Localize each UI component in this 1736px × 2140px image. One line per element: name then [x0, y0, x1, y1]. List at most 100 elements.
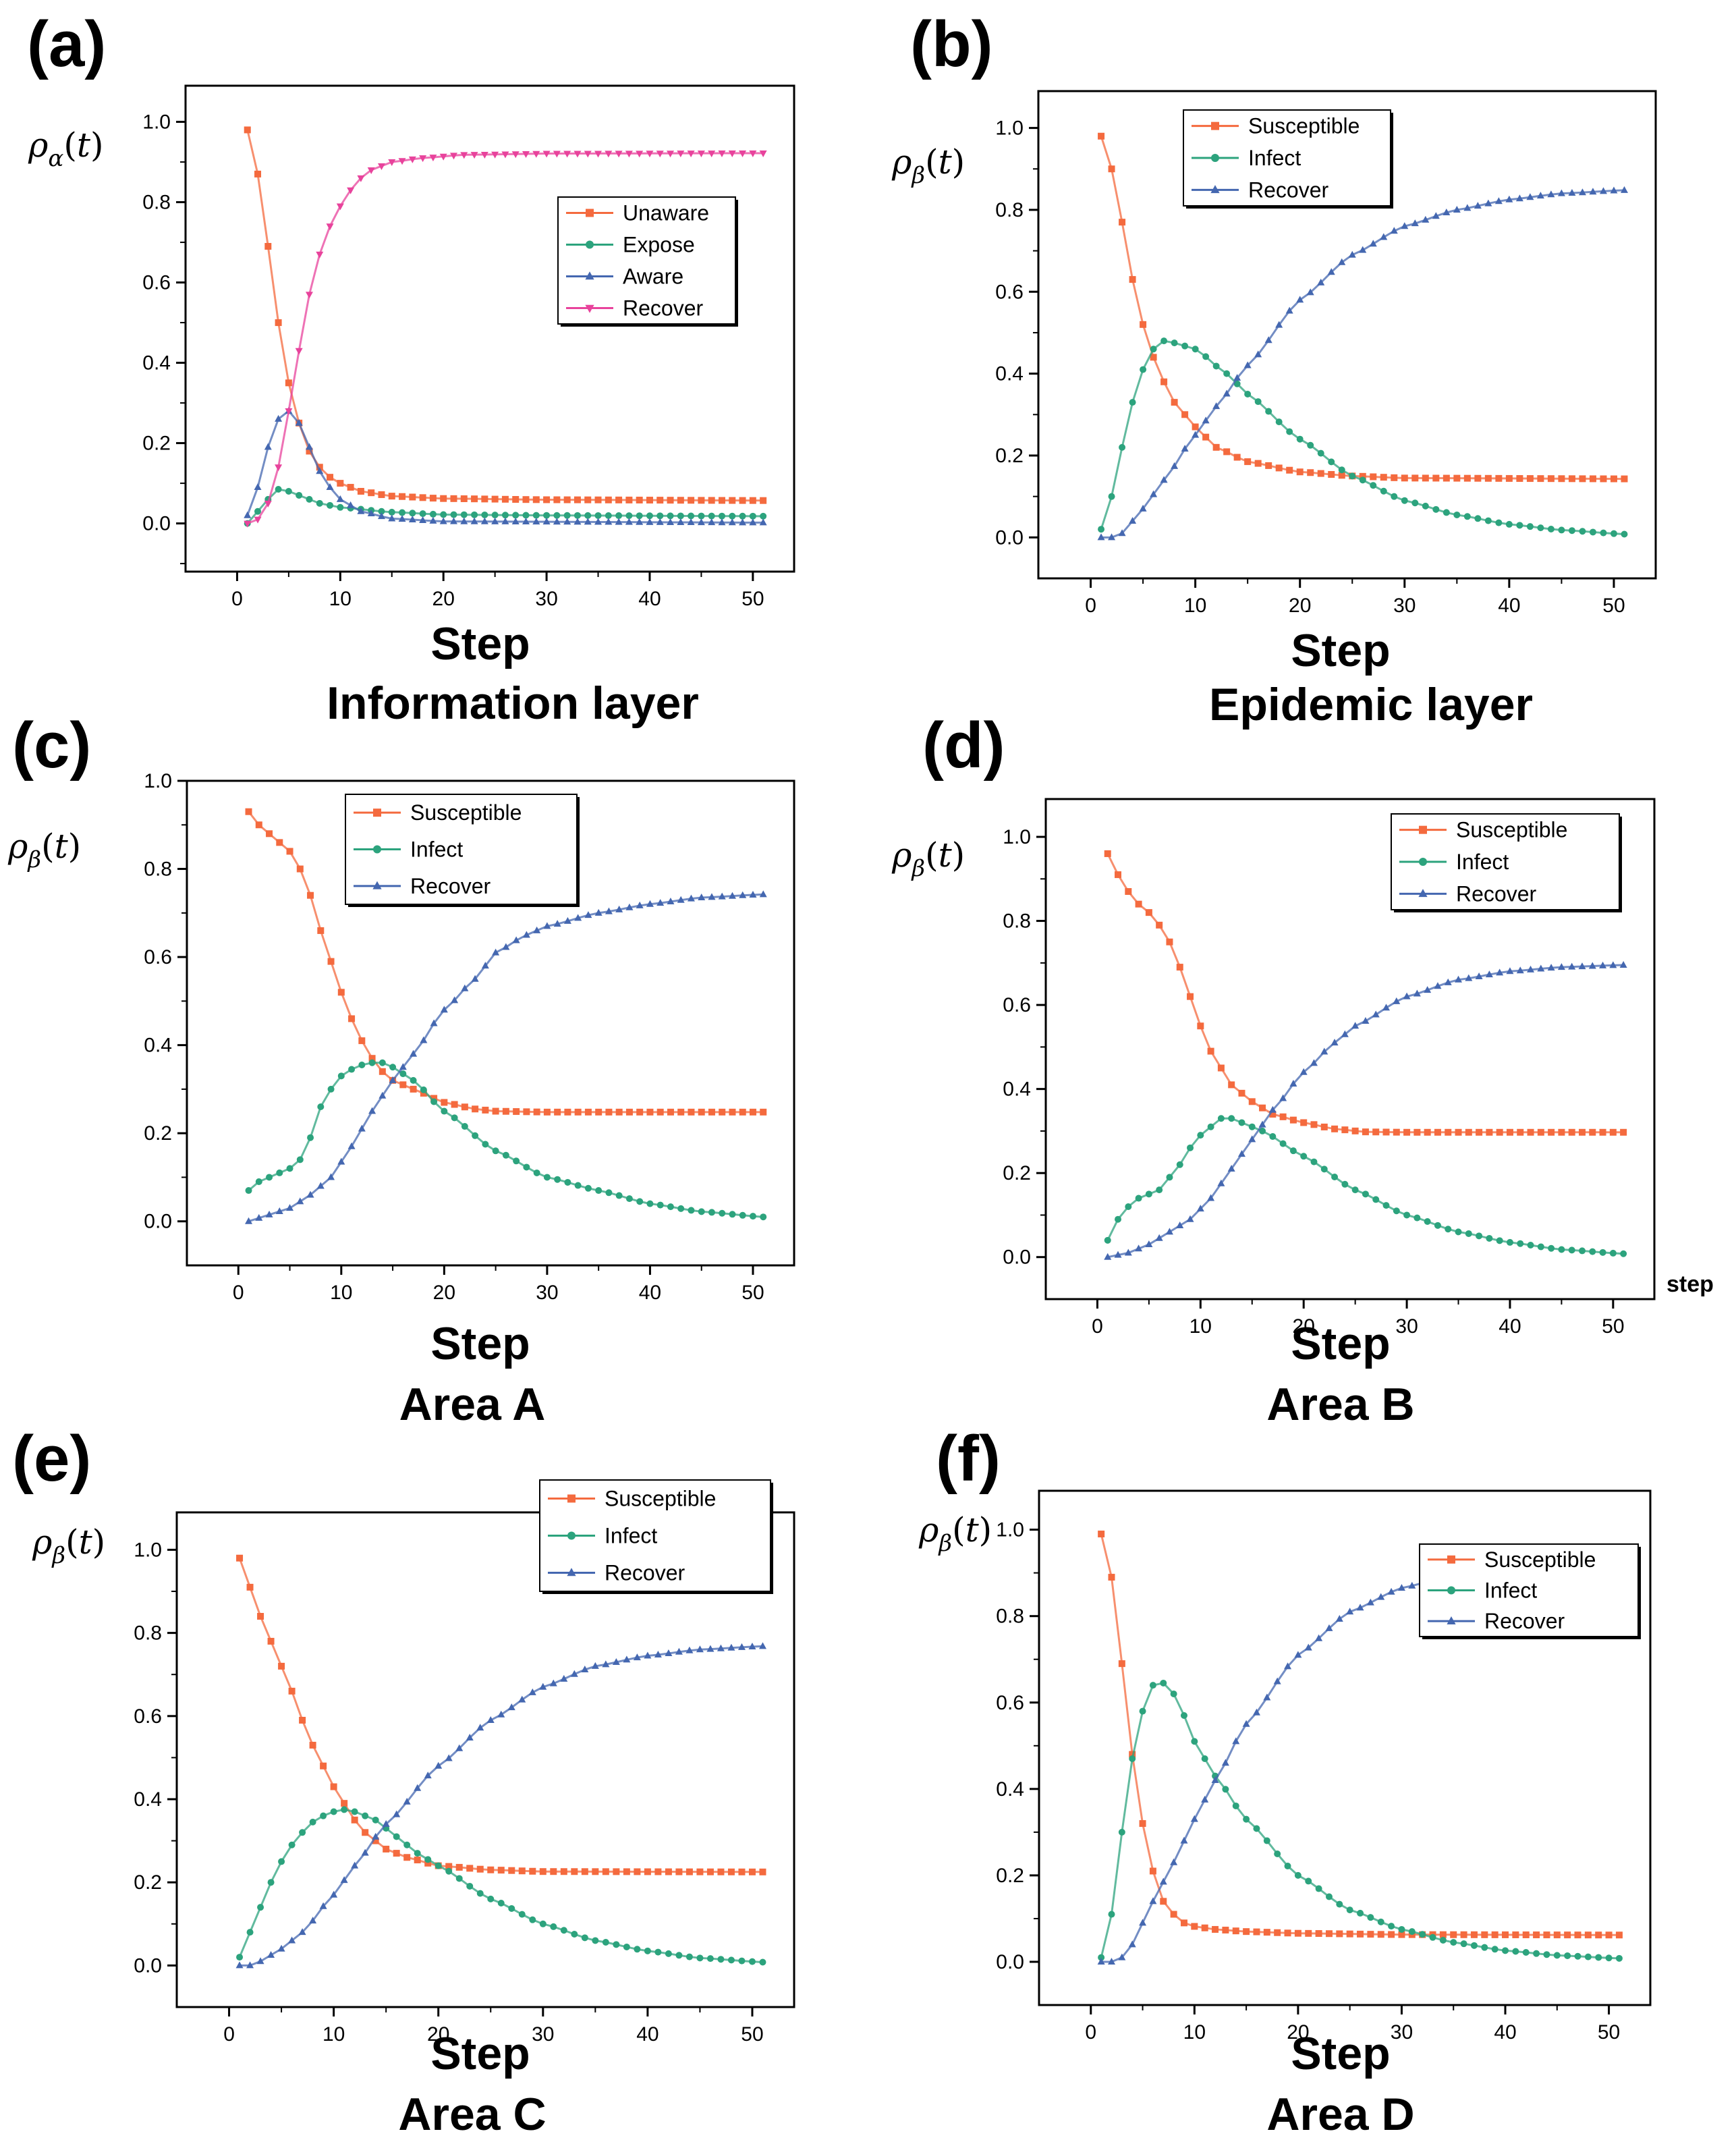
- data-point: [497, 1710, 505, 1718]
- data-point: [1114, 1251, 1122, 1258]
- data-point: [749, 518, 757, 526]
- data-point: [1336, 1900, 1343, 1908]
- data-point: [625, 903, 634, 910]
- chart-f: 0 10 20 30 40 50 0.0 0.2 0.4 0.6 0.8 1.0 Susceptible…: [996, 1489, 1652, 2043]
- data-point: [1217, 1179, 1225, 1186]
- data-point: [759, 1868, 766, 1875]
- data-point: [450, 511, 457, 518]
- data-point: [275, 319, 282, 327]
- data-point: [1362, 1016, 1370, 1024]
- data-point: [403, 1797, 411, 1805]
- data-point: [440, 511, 447, 518]
- rho-symbol: ρ: [919, 1510, 939, 1549]
- data-point: [646, 512, 653, 520]
- data-point: [1537, 1128, 1544, 1136]
- series-line: [238, 1808, 763, 1963]
- data-point: [1248, 1098, 1256, 1105]
- data-point: [574, 914, 582, 921]
- data-point: [727, 1956, 735, 1964]
- y-tick-label: 0.4: [134, 1788, 162, 1811]
- data-point: [235, 1961, 244, 1969]
- data-point: [615, 518, 623, 525]
- data-point: [1265, 408, 1272, 415]
- data-point: [1502, 1947, 1509, 1954]
- x-tick-label: 40: [1494, 2021, 1516, 2043]
- data-point: [573, 150, 582, 158]
- data-point: [584, 150, 592, 158]
- data-point: [461, 1103, 468, 1111]
- data-point: [1388, 1923, 1395, 1930]
- data-point: [1187, 993, 1194, 1000]
- data-point: [1328, 470, 1335, 478]
- data-point: [605, 1108, 613, 1116]
- data-point: [1370, 482, 1377, 489]
- data-point: [461, 984, 469, 991]
- data-point: [398, 158, 406, 165]
- data-point: [1372, 1010, 1380, 1018]
- data-point: [1338, 472, 1345, 479]
- data-point: [1228, 1081, 1235, 1089]
- data-point: [1098, 526, 1105, 533]
- data-point: [1589, 188, 1597, 195]
- data-point: [513, 1108, 520, 1116]
- series-expose: [244, 486, 767, 527]
- data-point: [429, 495, 437, 502]
- data-point: [615, 150, 623, 158]
- data-point: [1160, 1898, 1167, 1905]
- chart-e: 0 10 20 30 40 50 0.0 0.2 0.4 0.6 0.8 1.0 Susceptible…: [134, 1479, 795, 2046]
- legend-box: [557, 196, 736, 325]
- data-point: [1149, 1867, 1156, 1875]
- data-point: [1296, 435, 1304, 443]
- panel-label-c: (c): [12, 709, 92, 781]
- data-point: [1403, 1128, 1411, 1136]
- data-point: [573, 512, 581, 519]
- data-point: [759, 518, 767, 526]
- data-point: [351, 1808, 358, 1815]
- plot-frame: [184, 84, 795, 573]
- data-point: [445, 1867, 453, 1875]
- data-point: [288, 1687, 296, 1695]
- data-point: [759, 890, 767, 898]
- data-point: [424, 1772, 432, 1779]
- data-point: [408, 156, 416, 163]
- data-point: [532, 496, 540, 503]
- data-point: [471, 495, 478, 503]
- data-point: [1259, 1104, 1266, 1112]
- data-point: [347, 501, 355, 508]
- data-point: [420, 1036, 428, 1043]
- data-point: [1424, 1128, 1431, 1136]
- data-point: [388, 508, 395, 516]
- data-point: [522, 150, 530, 158]
- data-point: [1156, 1186, 1163, 1194]
- data-point: [419, 516, 427, 524]
- data-point: [1548, 1128, 1555, 1136]
- data-point: [1367, 1931, 1374, 1938]
- data-point: [543, 922, 551, 929]
- data-point: [1463, 513, 1471, 520]
- data-point: [1269, 1133, 1277, 1141]
- rho-subscript: β: [912, 162, 926, 189]
- data-point: [1108, 493, 1115, 500]
- data-point: [472, 1132, 479, 1139]
- data-point: [1564, 1931, 1571, 1939]
- data-point: [1411, 474, 1419, 482]
- legend-marker: [585, 271, 594, 280]
- data-point: [1320, 1165, 1328, 1173]
- data-point: [361, 1848, 369, 1856]
- data-point: [1474, 202, 1482, 209]
- data-point: [1517, 1240, 1524, 1247]
- data-point: [760, 1108, 767, 1116]
- data-point: [393, 1850, 400, 1857]
- data-point: [1284, 1929, 1291, 1937]
- y-tick-label: 1.0: [996, 1519, 1024, 1541]
- data-point: [748, 1868, 756, 1875]
- data-point: [1160, 476, 1168, 483]
- data-point: [337, 503, 344, 511]
- x-tick-label: 50: [741, 2023, 763, 2046]
- data-point: [1401, 222, 1409, 229]
- data-point: [1263, 1929, 1270, 1936]
- data-point: [1171, 339, 1178, 347]
- legend-label: Unaware: [623, 201, 709, 225]
- data-point: [424, 1856, 432, 1863]
- data-point: [460, 511, 468, 518]
